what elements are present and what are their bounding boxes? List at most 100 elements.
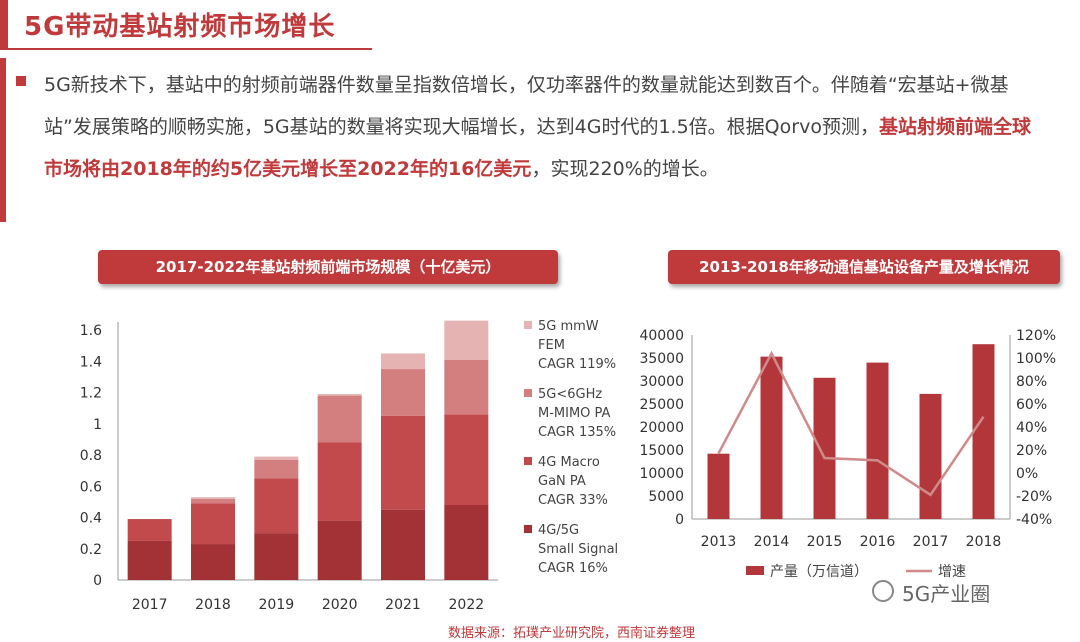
right-y2-tick-label: 60% [1016, 397, 1047, 413]
left-legend-label: CAGR 33% [538, 493, 608, 508]
left-legend-label: FEM [538, 338, 565, 353]
left-bar-segment [381, 369, 425, 416]
left-bar-segment [254, 459, 299, 479]
left-y-tick-label: 0.6 [80, 479, 102, 495]
left-bar-segment [381, 415, 425, 510]
right-y2-tick-label: 120% [1016, 328, 1056, 344]
right-y2-tick-label: 100% [1016, 351, 1056, 367]
right-x-tick-label: 2013 [701, 534, 737, 550]
right-y2-tick-label: 40% [1016, 420, 1047, 436]
left-bar-segment [317, 442, 362, 521]
page-title: 5G带动基站射频市场增长 [24, 12, 336, 42]
right-y-tick-label: 10000 [639, 466, 684, 482]
right-bar [813, 377, 836, 519]
left-bar-segment [127, 540, 172, 580]
left-legend-label: GaN PA [538, 474, 586, 489]
left-legend-label: Small Signal [538, 542, 618, 557]
bullet-square-icon [16, 76, 26, 86]
left-bar-segment [444, 359, 489, 415]
left-bar-segment [317, 394, 362, 396]
left-bar-segment [317, 395, 362, 443]
left-bar-segment [444, 414, 489, 505]
left-y-tick-label: 0.4 [80, 511, 102, 527]
left-bar-segment [191, 497, 235, 499]
left-x-tick-label: 2022 [449, 597, 485, 613]
left-bar-segment [254, 478, 299, 534]
right-bar [707, 453, 730, 519]
left-legend-label: M-MIMO PA [538, 406, 611, 421]
left-x-tick-label: 2019 [259, 597, 295, 613]
brand-label: 5G产业圈 [902, 582, 991, 606]
right-legend-label-bar: 产量（万信道） [770, 564, 868, 580]
paragraph-highlight: 基站射频前端全球市场将由2018年的约5亿美元增长至2022年的16亿美元 [44, 116, 1031, 180]
left-bar-segment [444, 320, 489, 360]
right-x-tick-label: 2017 [913, 534, 949, 550]
right-legend-label-line: 增速 [938, 564, 966, 580]
right-y-tick-label: 0 [675, 512, 684, 528]
right-bar [866, 362, 889, 519]
right-growth-line [717, 350, 985, 497]
right-bar [919, 393, 942, 519]
right-y2-tick-label: 20% [1016, 443, 1047, 459]
right-chart-title: 2013-2018年移动通信基站设备产量及增长情况 [668, 250, 1060, 284]
right-y2-tick-label: -20% [1016, 489, 1052, 505]
left-bar-segment [381, 509, 425, 580]
right-y2-tick-label: -40% [1016, 512, 1052, 528]
left-rule [0, 58, 6, 222]
left-legend-label: 4G Macro [538, 455, 600, 470]
left-bar-segment [254, 533, 299, 580]
left-legend-label: 4G/5G [538, 523, 579, 538]
right-x-tick-label: 2016 [860, 534, 896, 550]
left-y-tick-label: 1 [93, 417, 102, 433]
left-y-tick-label: 1.6 [80, 323, 102, 339]
left-legend-label: CAGR 119% [538, 357, 616, 372]
intro-paragraph: 5G新技术下，基站中的射频前端器件数量呈指数倍增长，仅功率器件的数量就能达到数百… [44, 64, 1034, 190]
source-note: 数据来源：拓璞产业研究院，西南证券整理 [448, 626, 696, 641]
left-legend-swatch [524, 457, 532, 465]
left-legend-label: 5G<6GHz [538, 387, 602, 402]
left-bar-segment [191, 503, 235, 545]
right-y-tick-label: 25000 [639, 397, 684, 413]
left-bar-segment [127, 519, 172, 541]
left-legend-swatch [524, 525, 532, 533]
left-chart-title: 2017-2022年基站射频前端市场规模（十亿美元） [98, 250, 558, 284]
right-y-tick-label: 40000 [639, 328, 684, 344]
right-legend-swatch-bar [746, 566, 764, 575]
right-y2-tick-label: 0% [1016, 466, 1038, 482]
left-bar-segment [444, 505, 489, 580]
right-bar [760, 356, 783, 519]
left-legend-label: CAGR 135% [538, 425, 616, 440]
left-bar-segment [191, 498, 235, 504]
title-accent [0, 0, 8, 48]
left-y-tick-label: 1.4 [80, 354, 102, 370]
right-y-tick-label: 15000 [639, 443, 684, 459]
right-x-tick-label: 2015 [807, 534, 843, 550]
left-x-tick-label: 2018 [195, 597, 231, 613]
right-y-tick-label: 30000 [639, 374, 684, 390]
right-x-tick-label: 2014 [754, 534, 790, 550]
left-legend-swatch [524, 389, 532, 397]
paragraph-part1: 5G新技术下，基站中的射频前端器件数量呈指数倍增长，仅功率器件的数量就能达到数百… [44, 74, 1009, 138]
left-bar-segment [191, 544, 235, 580]
left-legend-label: CAGR 16% [538, 561, 608, 576]
title-bar: 5G带动基站射频市场增长 [0, 0, 372, 48]
wechat-icon [872, 580, 894, 602]
left-x-tick-label: 2017 [132, 597, 168, 613]
left-bar-segment [254, 456, 299, 460]
right-x-tick-label: 2018 [966, 534, 1002, 550]
left-y-tick-label: 0.2 [80, 542, 102, 558]
left-y-tick-label: 1.2 [80, 386, 102, 402]
right-y-tick-label: 5000 [648, 489, 684, 505]
right-y-tick-label: 35000 [639, 351, 684, 367]
paragraph-part2: ，实现220%的增长。 [531, 158, 719, 180]
left-x-tick-label: 2021 [385, 597, 421, 613]
right-y-tick-label: 20000 [639, 420, 684, 436]
left-legend-swatch [524, 321, 532, 329]
left-bar-segment [381, 353, 425, 370]
left-x-tick-label: 2020 [322, 597, 358, 613]
title-underline [0, 48, 372, 50]
right-bar [972, 344, 995, 519]
left-legend-label: 5G mmW [538, 319, 599, 334]
left-y-tick-label: 0 [93, 573, 102, 589]
